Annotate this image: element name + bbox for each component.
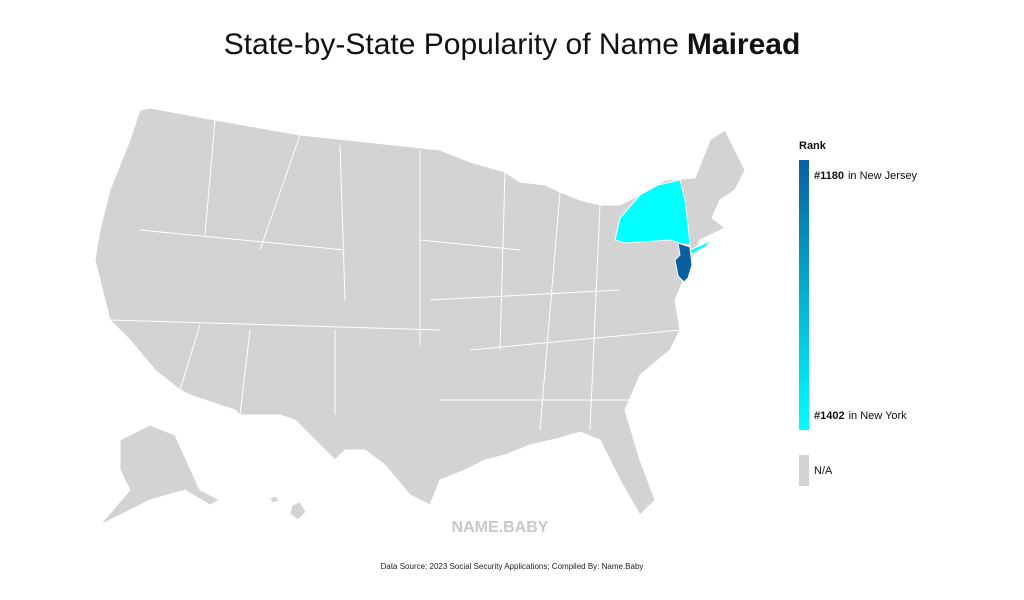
legend-rank: #1402 <box>814 410 845 422</box>
legend-state: in New York <box>849 410 908 422</box>
legend-entry: #1402 in New York <box>814 410 907 422</box>
title-text: State-by-State Popularity of Name <box>223 28 679 61</box>
ranked-states <box>614 179 713 283</box>
legend-rank: #1180 <box>814 170 844 182</box>
hawaii <box>269 495 280 504</box>
new-york <box>689 239 713 255</box>
title: State-by-State Popularity of Name Mairead <box>0 28 1024 62</box>
title-name: Mairead <box>686 28 801 61</box>
legend-state: in New Jersey <box>848 170 918 182</box>
watermark: NAME.BABY <box>452 519 549 536</box>
hawaii <box>289 501 307 521</box>
new-york <box>614 179 691 246</box>
state-borders <box>109 119 681 431</box>
legend-colorbar <box>799 160 809 430</box>
source: Data Source: 2023 Social Security Applic… <box>381 562 644 571</box>
legend-na-swatch <box>799 455 809 486</box>
legend-na-label: N/A <box>814 465 833 477</box>
alaska <box>99 424 222 526</box>
legend-entry: #1180 in New Jersey <box>814 170 918 182</box>
us-states <box>94 107 746 526</box>
new-jersey <box>674 242 693 283</box>
legend-title: Rank <box>799 140 827 152</box>
